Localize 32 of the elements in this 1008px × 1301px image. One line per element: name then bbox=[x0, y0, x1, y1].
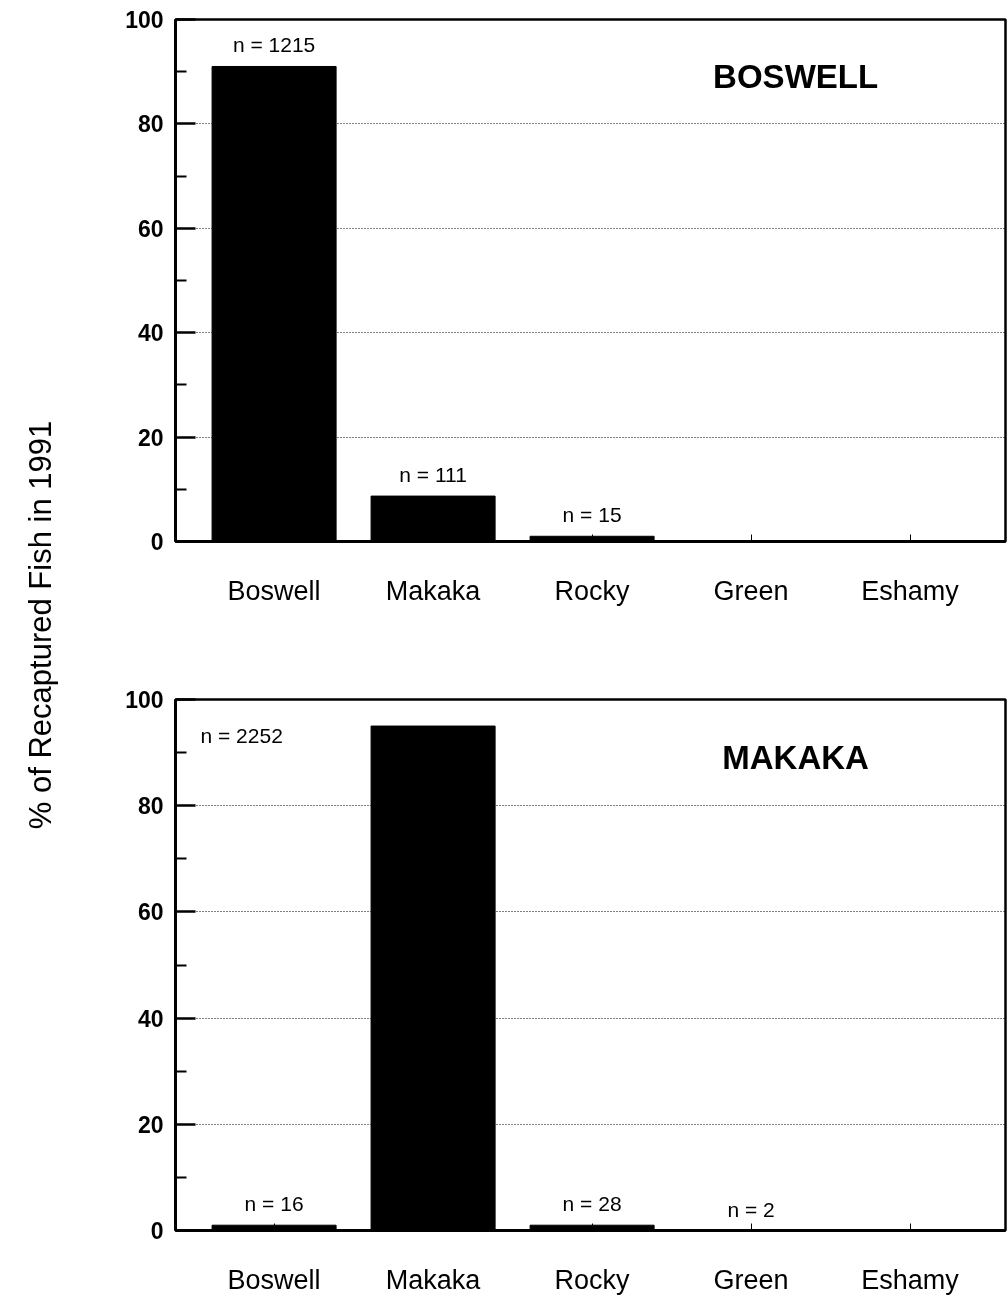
y-tick-label: 0 bbox=[150, 1218, 164, 1244]
annotation: n = 15 bbox=[562, 503, 622, 527]
y-tick-label: 20 bbox=[137, 424, 164, 451]
x-tick-label: Rocky bbox=[554, 1264, 631, 1295]
annotation: n = 2252 bbox=[200, 723, 283, 747]
x-tick-label: Green bbox=[713, 575, 789, 606]
y-tick-label: 60 bbox=[137, 899, 164, 926]
text: BOSWELL bbox=[713, 58, 879, 96]
annotation: n = 2 bbox=[727, 1197, 775, 1221]
x-tick-label: Boswell bbox=[227, 575, 321, 606]
x-tick-label: Green bbox=[713, 1264, 789, 1295]
x-tick-label: Makaka bbox=[385, 1264, 482, 1295]
annotation: n = 16 bbox=[244, 1192, 304, 1216]
y-tick-label: 80 bbox=[137, 111, 164, 138]
x-tick-label: Boswell bbox=[227, 1264, 321, 1295]
y-axis-title: % of Recaptured Fish in 1991 bbox=[23, 420, 58, 830]
y-tick-label: 80 bbox=[137, 793, 164, 820]
y-tick-label: 100 bbox=[125, 7, 164, 33]
text: MAKAKA bbox=[722, 739, 869, 777]
y-tick-label: 60 bbox=[137, 215, 164, 242]
x-tick-label: Eshamy bbox=[861, 575, 960, 606]
annotation: n = 111 bbox=[399, 463, 467, 487]
annotation: n = 28 bbox=[562, 1192, 622, 1216]
y-tick-label: 20 bbox=[137, 1111, 164, 1138]
annotation: n = 1215 bbox=[232, 33, 316, 57]
y-tick-label: 40 bbox=[137, 320, 164, 347]
x-tick-label: Rocky bbox=[554, 575, 631, 606]
y-tick-label: 0 bbox=[150, 529, 164, 555]
x-tick-label: Makaka bbox=[385, 575, 482, 606]
y-tick-label: 40 bbox=[137, 1005, 164, 1032]
y-tick-label: 100 bbox=[125, 687, 164, 713]
x-tick-label: Eshamy bbox=[861, 1264, 960, 1295]
